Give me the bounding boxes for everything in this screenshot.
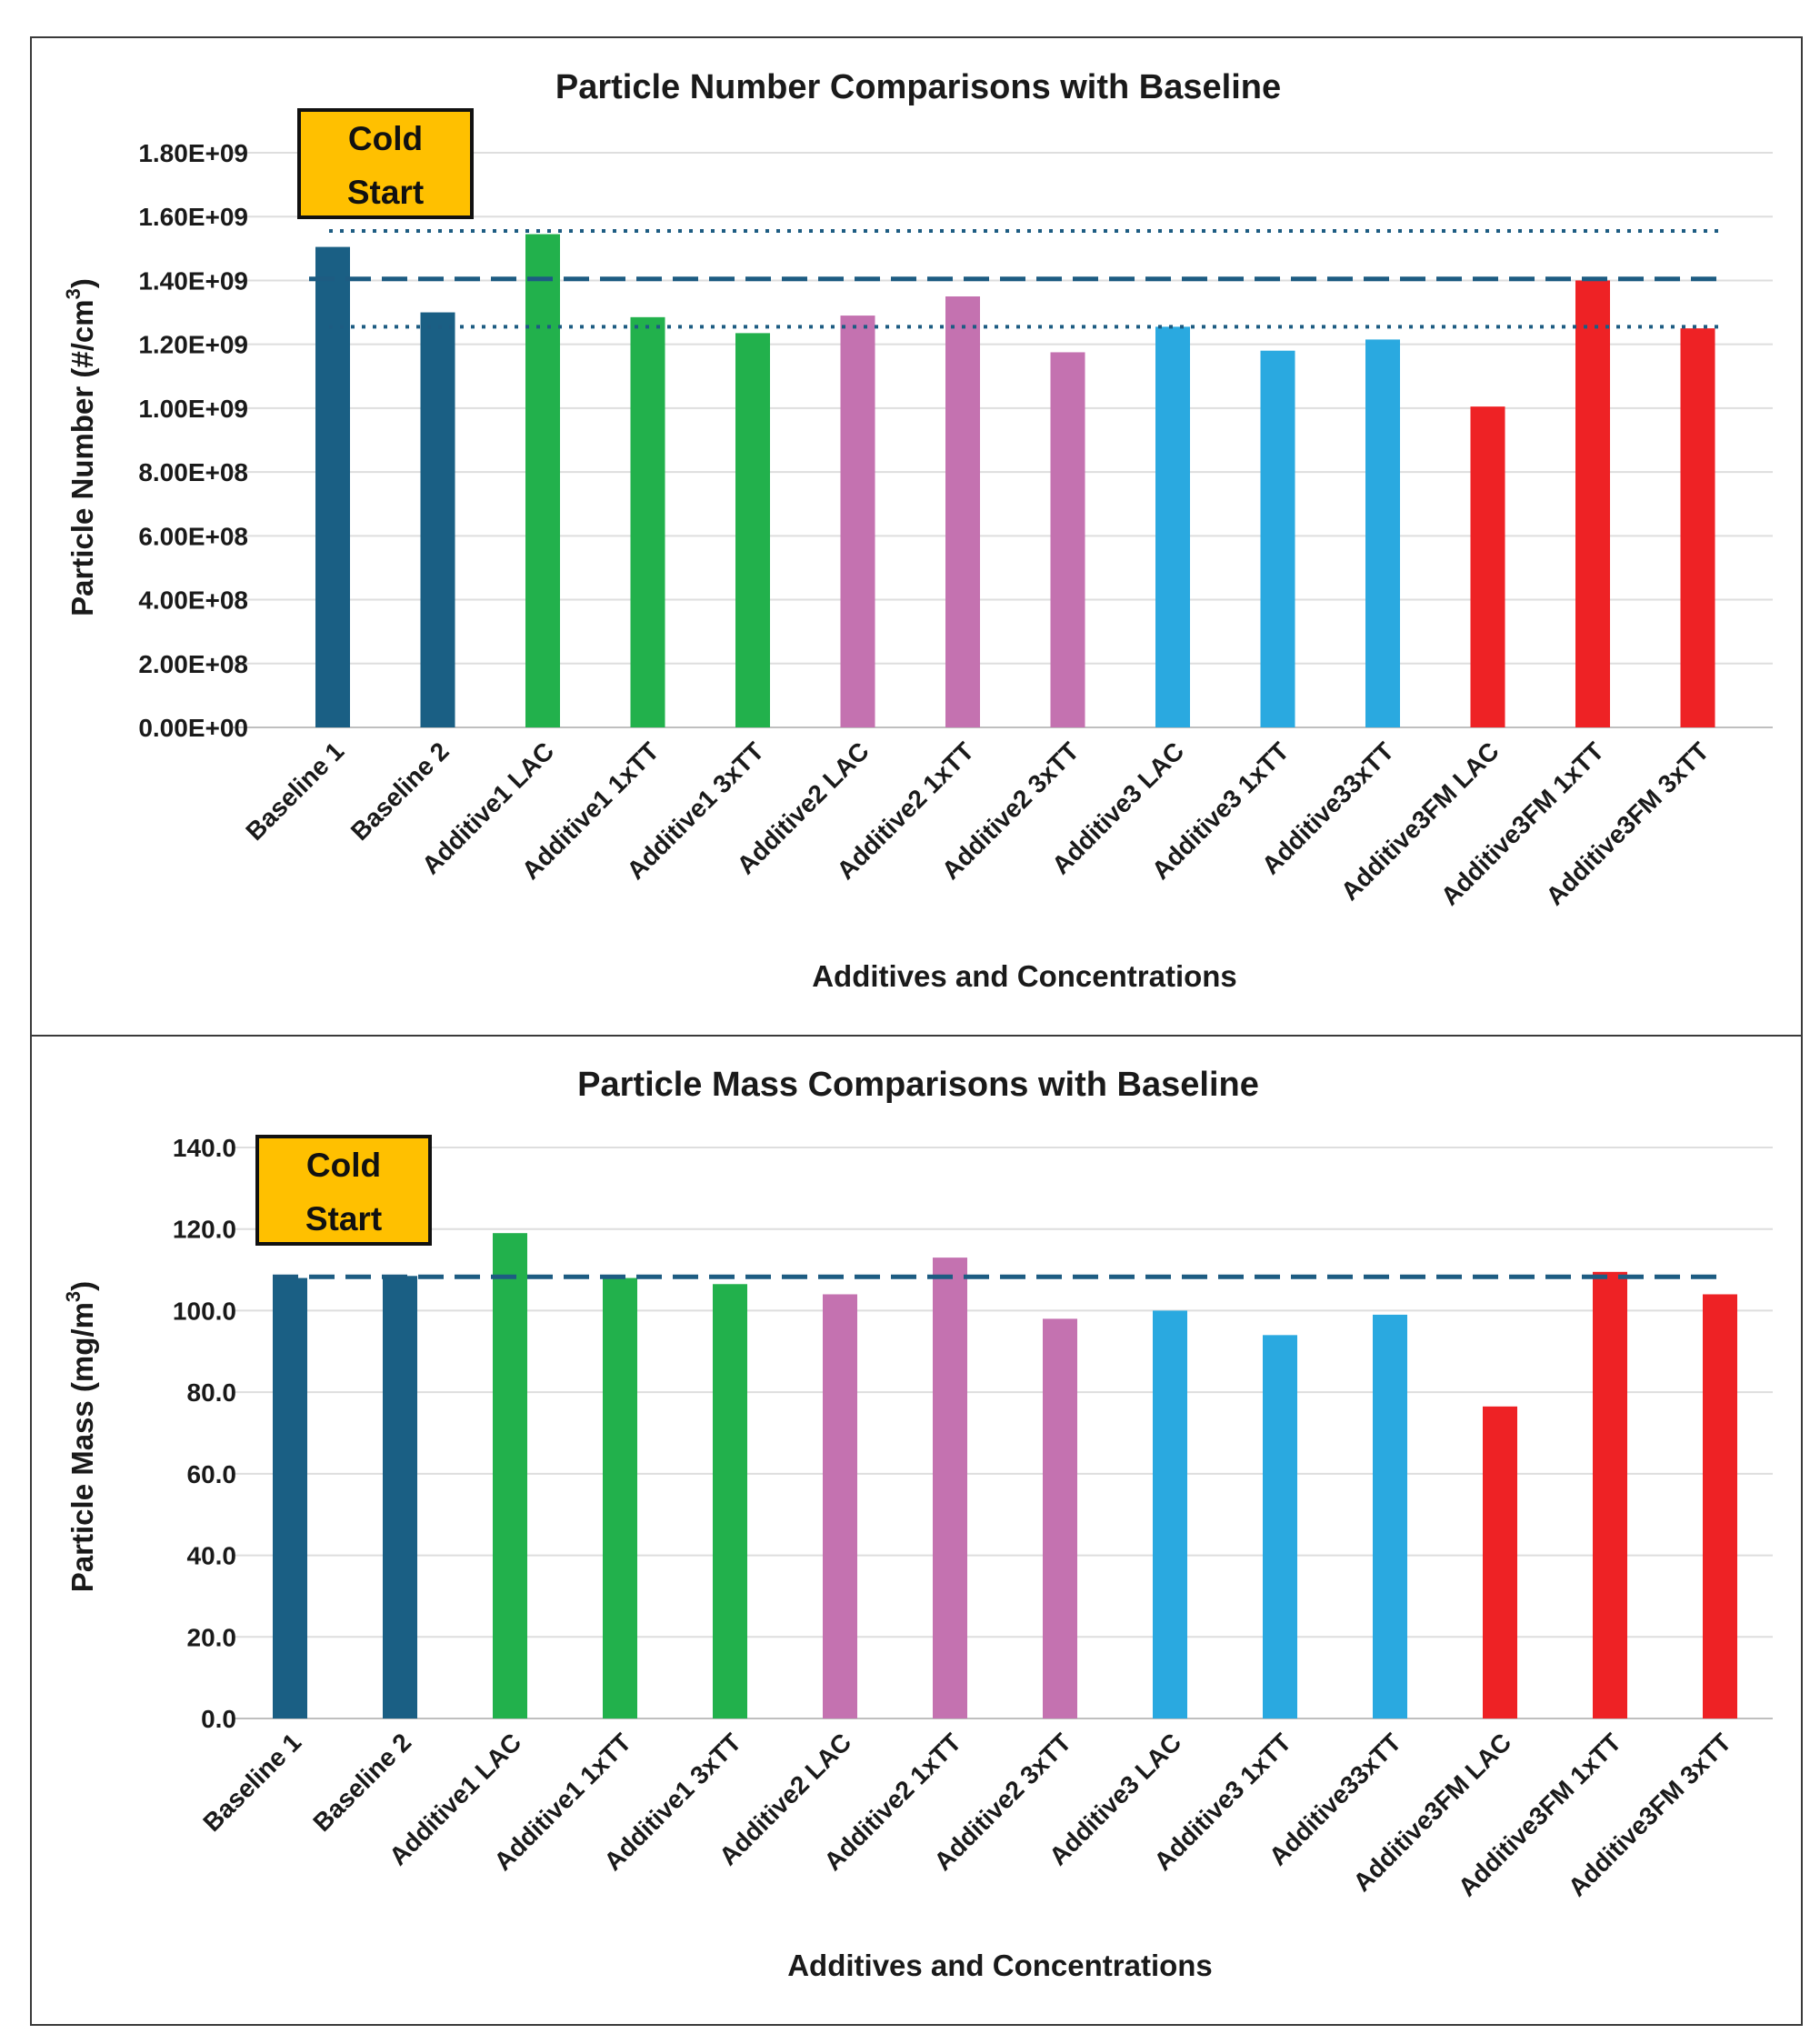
cold-start-line2: Start bbox=[347, 174, 424, 211]
y-tick-label: 1.60E+09 bbox=[138, 203, 248, 231]
bar-additive33xtt bbox=[1373, 1314, 1407, 1718]
bar-additive3-lac bbox=[1153, 1310, 1187, 1718]
bar-baseline-2 bbox=[383, 1276, 417, 1718]
bar-additive1-3xtt bbox=[735, 333, 770, 727]
y-tick-label: 1.00E+09 bbox=[138, 395, 248, 423]
x-tick-label: Baseline 1 bbox=[197, 1728, 306, 1837]
bar-additive2-lac bbox=[823, 1294, 857, 1718]
reference-lines bbox=[309, 229, 1721, 329]
x-tick-label: Baseline 2 bbox=[307, 1728, 416, 1837]
chart-title: Particle Number Comparisons with Baselin… bbox=[555, 68, 1281, 106]
bar-additive3fm-1xtt bbox=[1575, 280, 1610, 727]
bar-additive2-3xtt bbox=[1050, 352, 1085, 727]
gridlines bbox=[232, 152, 1773, 728]
bar-baseline-1 bbox=[315, 246, 350, 728]
y-tick-labels: 0.0 20.0 40.0 60.0 80.0 100.0 120.0 140.0 bbox=[173, 1134, 236, 1733]
bar-additive1-lac bbox=[525, 234, 560, 727]
x-tick-label: Baseline 1 bbox=[240, 736, 349, 846]
bar-additive1-1xtt bbox=[630, 316, 665, 727]
bar-additive3fm-3xtt bbox=[1680, 328, 1715, 727]
bars bbox=[315, 234, 1715, 728]
y-tick-label: 0.00E+00 bbox=[138, 714, 248, 742]
cold-start-box bbox=[255, 1135, 432, 1246]
bar-additive1-3xtt bbox=[713, 1284, 747, 1718]
y-tick-label: 1.20E+09 bbox=[138, 331, 248, 359]
bar-additive3-1xtt bbox=[1260, 350, 1295, 727]
y-tick-label: 4.00E+08 bbox=[138, 586, 248, 615]
y-axis-label-sup: 3 bbox=[62, 288, 85, 299]
particle-mass-chart: Particle Mass Comparisons with Baseline … bbox=[62, 1066, 1773, 1982]
y-tick-label: 60.0 bbox=[187, 1460, 237, 1488]
y-tick-label: 6.00E+08 bbox=[138, 522, 248, 550]
bars bbox=[273, 1233, 1737, 1718]
y-tick-label: 40.0 bbox=[187, 1542, 237, 1570]
cold-start-line2: Start bbox=[305, 1200, 382, 1237]
y-axis-label-main: Particle Number (#/cm bbox=[65, 299, 99, 616]
cold-start-line1: Cold bbox=[348, 120, 423, 157]
cold-start-box bbox=[297, 108, 474, 219]
y-tick-label: 2.00E+08 bbox=[138, 650, 248, 678]
bar-additive3fm-3xtt bbox=[1703, 1294, 1737, 1718]
bar-additive3fm-1xtt bbox=[1593, 1271, 1627, 1718]
gridlines bbox=[232, 1147, 1773, 1719]
y-tick-label: 1.80E+09 bbox=[138, 139, 248, 167]
y-axis-label-main: Particle Mass (mg/m bbox=[65, 1302, 99, 1592]
bar-additive3fm-lac bbox=[1483, 1406, 1517, 1718]
bar-additive3fm-lac bbox=[1470, 406, 1505, 727]
y-axis-label-end: ) bbox=[65, 1281, 99, 1291]
bar-additive2-1xtt bbox=[945, 296, 980, 727]
y-axis-label: Particle Number (#/cm3) bbox=[62, 278, 99, 616]
bar-additive33xtt bbox=[1365, 339, 1400, 727]
bar-additive2-1xtt bbox=[933, 1257, 967, 1718]
cold-start-line1: Cold bbox=[306, 1147, 381, 1184]
y-tick-label: 120.0 bbox=[173, 1216, 236, 1244]
x-tick-label: Baseline 2 bbox=[345, 736, 455, 846]
particle-number-chart: Particle Number Comparisons with Baselin… bbox=[62, 68, 1773, 993]
x-axis-label: Additives and Concentrations bbox=[787, 1949, 1213, 1982]
y-axis-label-sup: 3 bbox=[62, 1291, 85, 1302]
x-axis-label: Additives and Concentrations bbox=[812, 959, 1237, 993]
y-axis-label-end: ) bbox=[65, 278, 99, 288]
y-tick-label: 8.00E+08 bbox=[138, 458, 248, 486]
bar-additive1-1xtt bbox=[603, 1278, 637, 1718]
y-tick-labels: 0.00E+00 2.00E+08 4.00E+08 6.00E+08 8.00E+08… bbox=[138, 139, 248, 742]
bar-additive1-lac bbox=[493, 1233, 527, 1718]
y-tick-label: 100.0 bbox=[173, 1297, 236, 1325]
y-axis-label: Particle Mass (mg/m3) bbox=[62, 1281, 99, 1592]
bar-additive3-lac bbox=[1155, 326, 1190, 727]
y-tick-label: 20.0 bbox=[187, 1623, 237, 1651]
y-tick-label: 0.0 bbox=[201, 1705, 236, 1733]
chart-title: Particle Mass Comparisons with Baseline bbox=[577, 1066, 1259, 1104]
bar-additive2-3xtt bbox=[1043, 1318, 1077, 1718]
cold-start-annotation: Cold Start bbox=[255, 1135, 432, 1246]
cold-start-annotation: Cold Start bbox=[297, 108, 474, 219]
y-tick-label: 1.40E+09 bbox=[138, 266, 248, 295]
y-tick-label: 140.0 bbox=[173, 1134, 236, 1162]
bar-additive2-lac bbox=[840, 316, 875, 727]
bar-additive3-1xtt bbox=[1263, 1335, 1297, 1718]
y-tick-label: 80.0 bbox=[187, 1378, 237, 1407]
bar-baseline-2 bbox=[420, 312, 455, 727]
bar-baseline-1 bbox=[273, 1278, 307, 1718]
